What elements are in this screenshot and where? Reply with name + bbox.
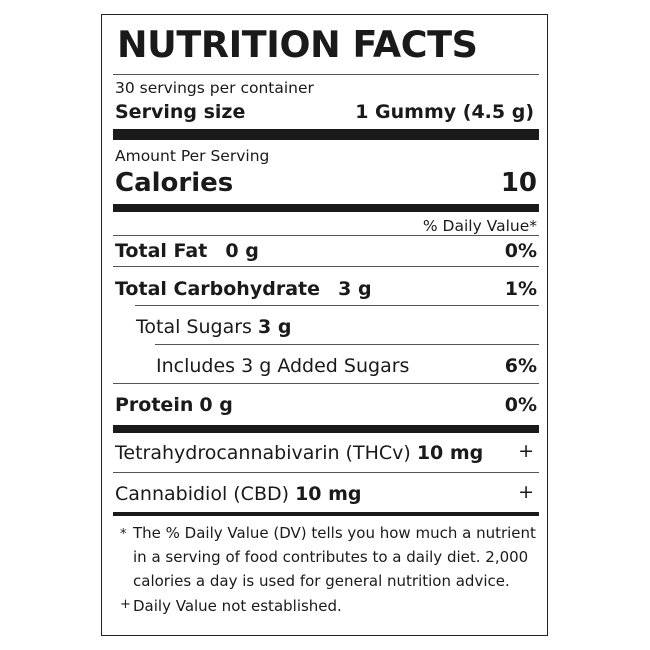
total-fat-amount: 0 g [225, 240, 259, 262]
footnote-asterisk-symbol: * [120, 527, 127, 542]
total-carbohydrate-amount: 3 g [338, 278, 372, 300]
divider [113, 74, 539, 76]
daily-value-header: % Daily Value* [422, 217, 537, 235]
footnote-plus-text: Daily Value not established. [133, 597, 342, 615]
total-fat-label: Total Fat [115, 240, 208, 262]
total-fat-row: Total Fat 0 g [115, 239, 259, 263]
divider [135, 305, 539, 307]
protein-amount: 0 g [199, 394, 233, 416]
footnote-line-1: The % Daily Value (DV) tells you how muc… [133, 524, 536, 542]
thcv-label: Tetrahydrocannabivarin (THCv) [115, 442, 411, 464]
thick-divider [113, 204, 539, 212]
cbd-label: Cannabidiol (CBD) [115, 483, 290, 505]
serving-size-label: Serving size [115, 101, 246, 123]
total-sugars-row: Total Sugars 3 g [136, 315, 291, 339]
total-carbohydrate-row: Total Carbohydrate 3 g [115, 277, 372, 301]
thick-divider [113, 425, 539, 433]
cbd-dv: + [518, 481, 534, 503]
divider [113, 383, 539, 385]
thcv-dv: + [518, 440, 534, 462]
thick-divider [113, 512, 539, 516]
total-carbohydrate-dv: 1% [504, 278, 537, 300]
footnote-plus-symbol: + [120, 597, 131, 612]
amount-per-serving: Amount Per Serving [115, 147, 270, 165]
added-sugars-label: Includes 3 g Added Sugars [156, 355, 410, 377]
divider [113, 266, 539, 268]
added-sugars-dv: 6% [504, 355, 537, 377]
thick-divider [113, 129, 539, 140]
protein-row: Protein 0 g [115, 393, 233, 417]
panel-title: NUTRITION FACTS [117, 23, 478, 66]
serving-size-value: 1 Gummy (4.5 g) [355, 101, 534, 123]
thcv-amount: 10 mg [416, 442, 484, 464]
cbd-amount: 10 mg [295, 483, 362, 505]
footnote-line-2: in a serving of food contributes to a da… [133, 548, 529, 566]
total-carbohydrate-label: Total Carbohydrate [115, 278, 320, 300]
cbd-row: Cannabidiol (CBD) 10 mg [115, 482, 362, 506]
divider [113, 235, 539, 237]
thcv-row: Tetrahydrocannabivarin (THCv) 10 mg [115, 441, 483, 465]
protein-dv: 0% [504, 394, 537, 416]
total-sugars-amount: 3 g [257, 316, 292, 338]
divider [113, 472, 539, 474]
footnote-line-3: calories a day is used for general nutri… [133, 572, 510, 590]
calories-value: 10 [500, 168, 537, 198]
total-fat-dv: 0% [504, 240, 537, 262]
protein-label: Protein [115, 394, 194, 416]
calories-label: Calories [115, 168, 234, 198]
divider [155, 344, 539, 346]
nutrition-facts-panel [101, 14, 548, 636]
servings-per-container: 30 servings per container [115, 79, 314, 97]
total-sugars-label: Total Sugars [136, 316, 252, 338]
